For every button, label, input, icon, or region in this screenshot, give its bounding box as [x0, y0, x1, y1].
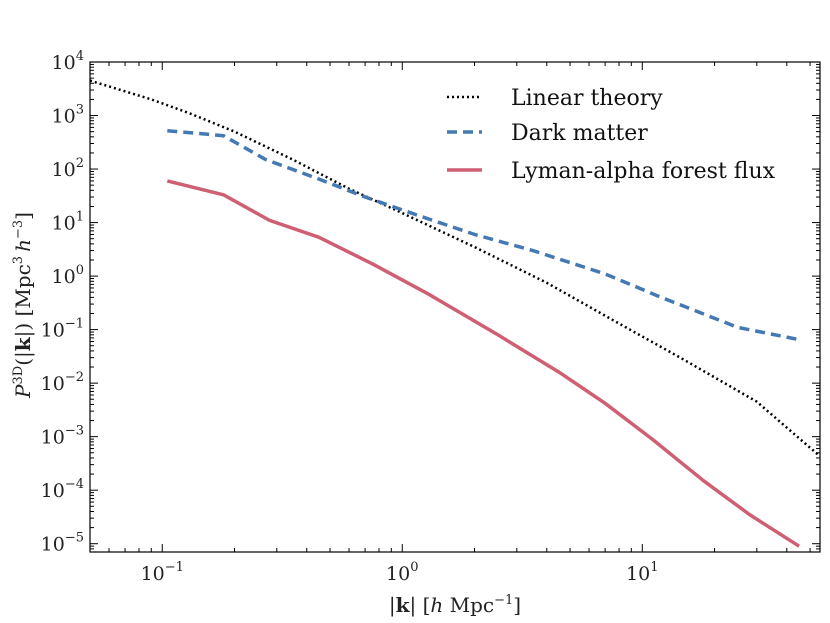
y-tick-label: 10−4	[41, 477, 84, 502]
plot-frame	[89, 61, 821, 553]
y-axis-label: P3D(|k|) [Mpc3h−3]	[11, 212, 36, 399]
legend: Linear theory Dark matter Lyman-alpha fo…	[447, 86, 776, 184]
x-tick-label: 100	[386, 560, 418, 585]
x-axis-label: |k| [h Mpc−1]	[389, 593, 521, 618]
legend-label-dark-matter: Dark matter	[511, 121, 648, 146]
y-tick-label: 103	[52, 103, 84, 128]
series-line-dark-matter	[167, 128, 800, 342]
y-tick-label: 10−3	[41, 424, 84, 449]
tick-labels: 10−1 100 101 10−5 10−4 10−3 10−2 10−1 100 101 102 1…	[41, 49, 659, 585]
x-tick-label: 10−1	[141, 560, 184, 585]
y-tick-label: 101	[52, 210, 84, 235]
y-tick-label: 104	[52, 49, 84, 74]
legend-label-linear-theory: Linear theory	[511, 86, 663, 111]
y-tick-label: 102	[52, 156, 84, 181]
y-tick-label: 10−5	[41, 531, 84, 556]
x-tick-label: 101	[626, 560, 658, 585]
y-tick-label: 10−2	[41, 370, 84, 395]
series-line-lyman-alpha-forest-flux	[166, 179, 801, 548]
y-tick-label: 100	[52, 263, 84, 288]
legend-label-lyman-alpha: Lyman-alpha forest flux	[511, 159, 776, 184]
plot-lines	[90, 79, 820, 548]
y-tick-label: 10−1	[41, 317, 84, 342]
